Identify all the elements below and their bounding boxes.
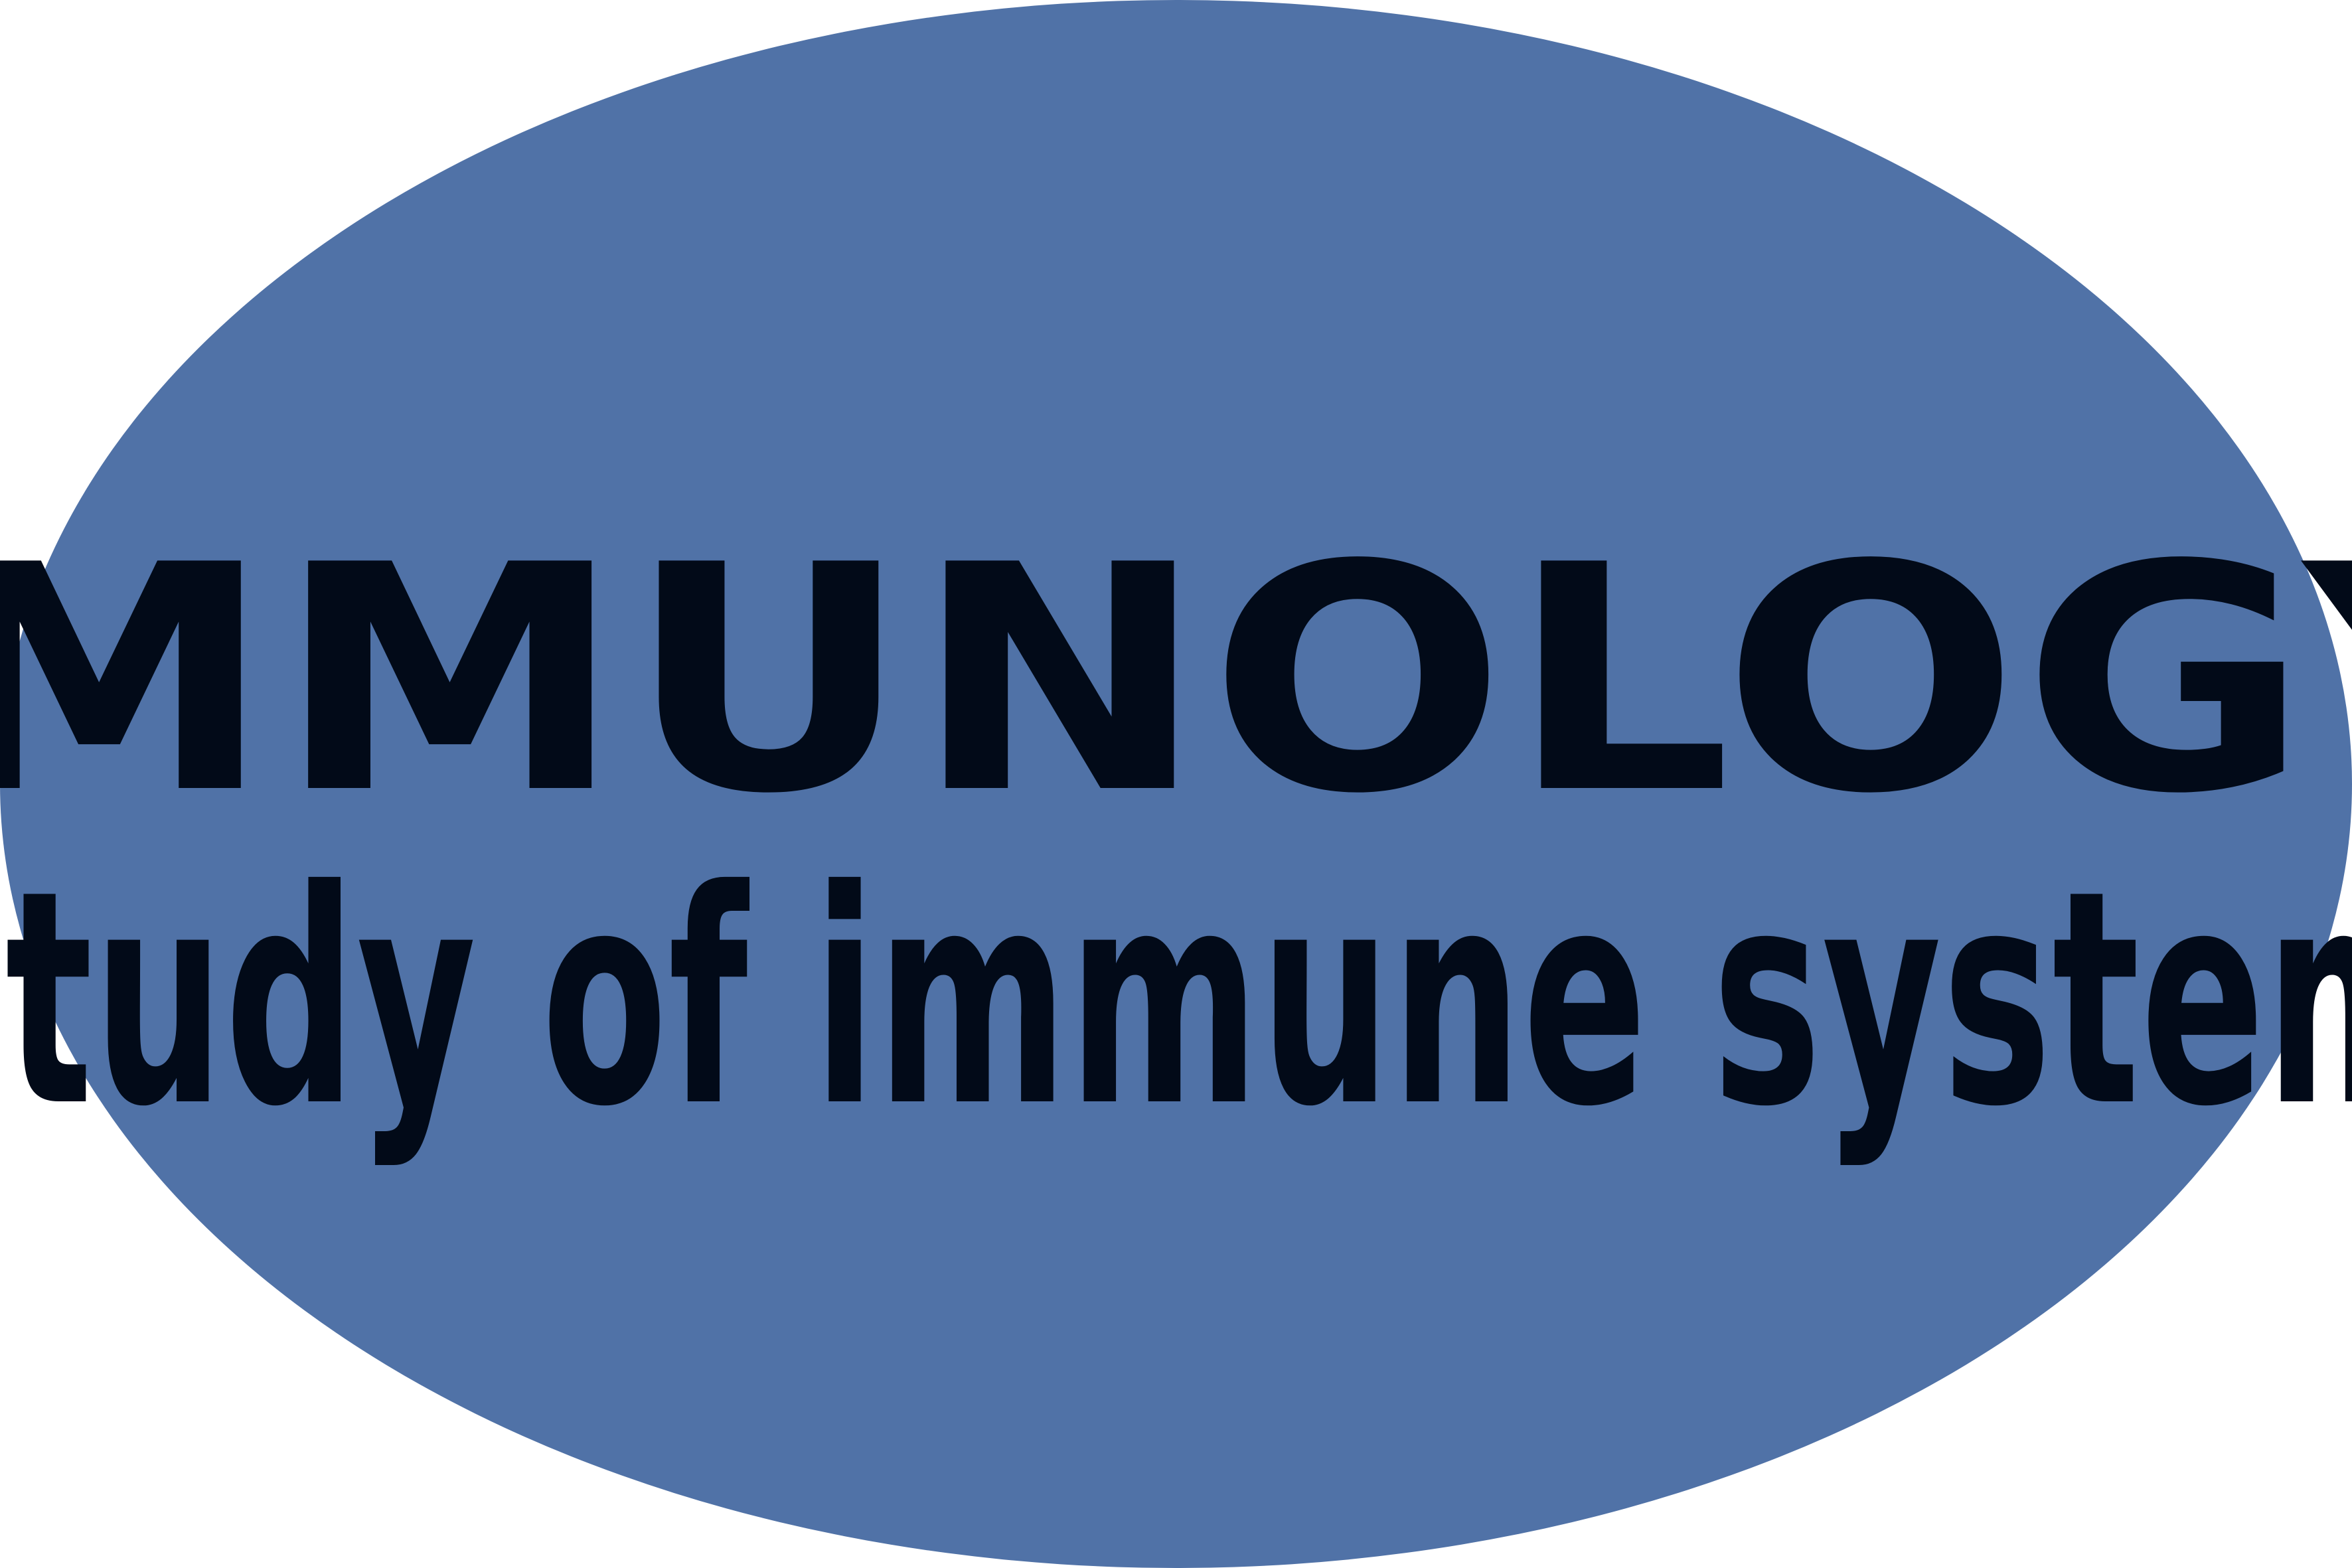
badge-subtitle: study of immune system: [0, 827, 2352, 1171]
badge-title: IMMUNOLOGY: [0, 499, 2352, 862]
